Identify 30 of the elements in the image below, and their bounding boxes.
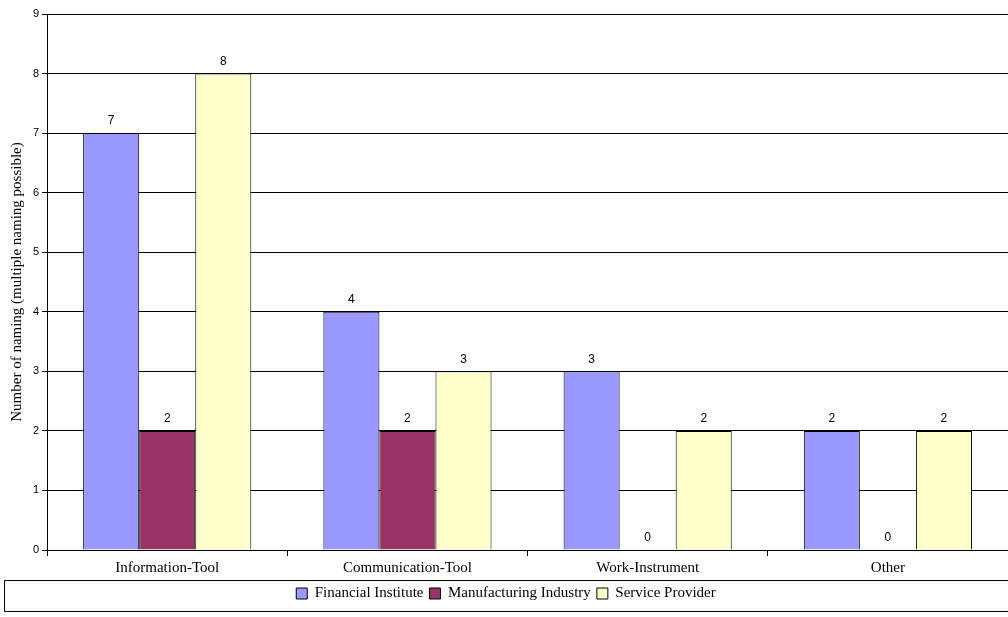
legend-label: Financial Institute: [314, 584, 424, 601]
y-tick-label: 2: [32, 423, 40, 436]
data-label: 7: [107, 113, 115, 128]
data-label: 0: [644, 530, 652, 545]
x-tick-label: Communication-Tool: [342, 558, 472, 575]
data-label: 2: [700, 411, 708, 426]
legend-label: Service Provider: [615, 584, 716, 601]
x-tick-label: Work-Instrument: [596, 558, 700, 575]
data-label: 4: [348, 292, 356, 307]
y-tick-label: 3: [32, 364, 40, 377]
y-tick-label: 1: [32, 483, 40, 496]
data-label: 2: [940, 411, 948, 426]
y-tick-label: 6: [32, 185, 40, 198]
y-tick-label: 7: [32, 126, 40, 139]
x-tick-label: Information-Tool: [115, 558, 220, 575]
legend-label: Manufacturing Industry: [447, 584, 592, 601]
data-label: 2: [163, 411, 171, 426]
data-label: 3: [460, 351, 468, 366]
data-label: 0: [884, 530, 892, 545]
data-label: 2: [828, 411, 836, 426]
data-label: 3: [588, 351, 596, 366]
y-tick-label: 9: [32, 7, 40, 20]
y-axis-title: Number of naming (multiple naming possible): [7, 142, 25, 422]
data-label: 8: [219, 53, 227, 68]
y-tick-label: 8: [32, 66, 40, 79]
y-tick-label: 4: [32, 304, 40, 317]
y-tick-label: 0: [32, 543, 40, 556]
data-label: 2: [404, 411, 412, 426]
x-tick-label: Other: [870, 558, 905, 575]
y-tick-label: 5: [32, 245, 40, 258]
